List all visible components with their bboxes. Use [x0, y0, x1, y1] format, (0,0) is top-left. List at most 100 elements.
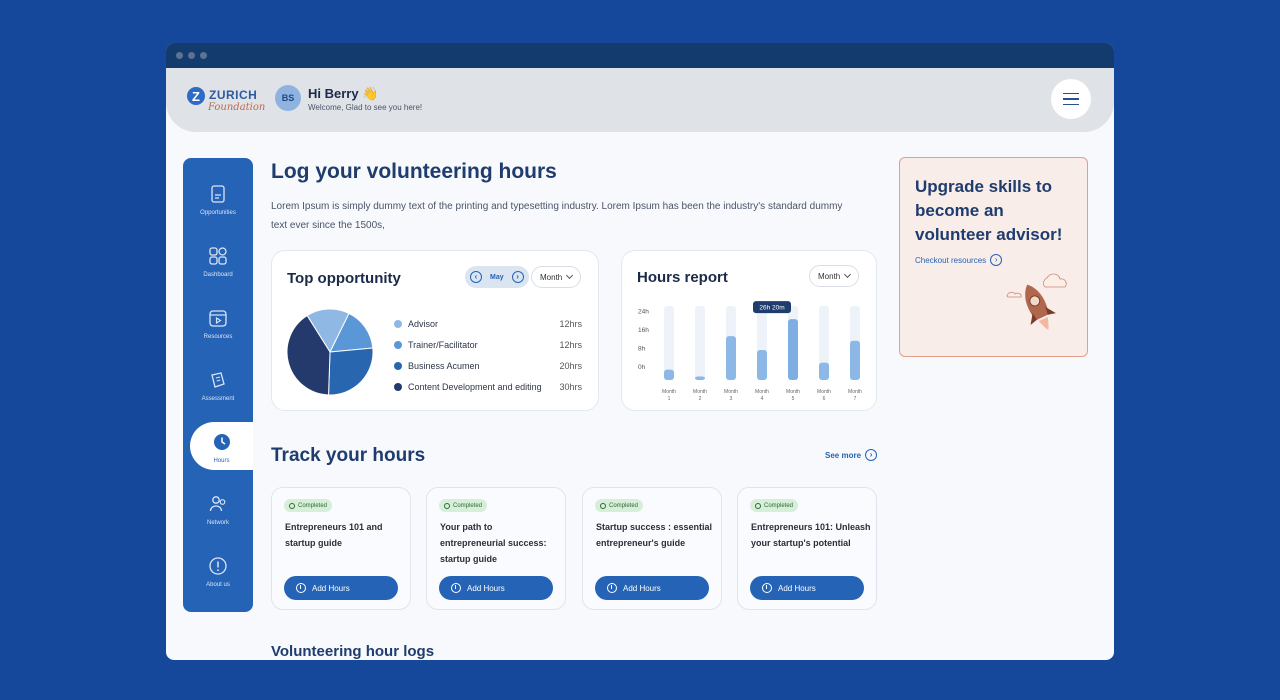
top-opportunity-card: Top opportunity ‹ May › Month Advisor 12…: [271, 250, 599, 411]
course-card[interactable]: Completed Entrepreneurs 101 and startup …: [271, 487, 411, 610]
sidebar-item-resources[interactable]: Resources: [183, 306, 253, 356]
pie-slice-business-acumen[interactable]: [328, 347, 374, 396]
sidebar-item-opportunities[interactable]: Opportunities: [183, 182, 253, 232]
top-opportunity-title: Top opportunity: [287, 270, 401, 287]
prev-month-button[interactable]: ‹: [470, 271, 482, 283]
sidebar-item-label: Assessment: [201, 396, 235, 402]
see-more-link[interactable]: See more ›: [825, 449, 878, 461]
chevron-down-icon: [844, 270, 852, 279]
legend-swatch: [394, 382, 402, 391]
course-title: Your path to entrepreneurial success: st…: [440, 522, 547, 564]
status-badge: Completed: [439, 499, 488, 512]
hours-bar-chart: 32h24h16h8h0hMonth1Month2Month3Month4Mon…: [638, 296, 862, 402]
hours-report-card: Hours report Month 32h24h16h8h0hMonth1Mo…: [621, 250, 877, 411]
grid-icon: [209, 247, 227, 265]
add-hours-button[interactable]: Add Hours: [439, 576, 553, 600]
bar[interactable]: [726, 336, 736, 380]
status-badge: Completed: [750, 499, 799, 512]
play-calendar-icon: [209, 310, 227, 327]
month-navigator: ‹ May ›: [465, 266, 529, 288]
sidebar: Opportunities Dashboard Resources Assess…: [183, 158, 253, 612]
timer-icon: [762, 583, 772, 593]
x-tick-label: 1: [668, 396, 671, 402]
check-circle-icon: [444, 502, 450, 509]
bar-track: [664, 306, 674, 380]
x-tick-label: 7: [854, 396, 857, 402]
y-tick-label: 8h: [638, 346, 646, 353]
x-tick-label: Month: [755, 389, 769, 395]
course-card[interactable]: Completed Startup success : essential en…: [582, 487, 722, 610]
x-tick-label: Month: [817, 389, 831, 395]
next-month-button[interactable]: ›: [511, 271, 524, 283]
bar[interactable]: [788, 319, 798, 380]
brand-sub: Foundation: [208, 102, 266, 113]
legend-value: 12hrs: [559, 339, 582, 350]
pie-slice-trainer-facilitator[interactable]: [329, 312, 374, 353]
status-badge-label: Completed: [453, 502, 483, 509]
y-tick-label: 16h: [638, 327, 649, 334]
course-card[interactable]: Completed Your path to entrepreneurial s…: [426, 487, 566, 610]
add-hours-label: Add Hours: [312, 583, 350, 593]
sidebar-item-about-us[interactable]: About us: [183, 554, 253, 604]
status-badge-label: Completed: [609, 502, 639, 509]
bar[interactable]: [850, 340, 860, 380]
legend-name: Advisor: [408, 318, 439, 329]
bar-track: [695, 306, 705, 380]
bar[interactable]: [757, 349, 767, 380]
x-tick-label: Month: [848, 389, 862, 395]
top-opportunity-period-select[interactable]: Month: [531, 266, 582, 288]
y-tick-label: 24h: [638, 309, 649, 316]
window-dot-close[interactable]: [176, 52, 183, 59]
window-dot-maximize[interactable]: [200, 52, 207, 59]
bar[interactable]: [695, 376, 705, 380]
x-tick-label: 5: [792, 396, 795, 402]
status-badge: Completed: [284, 499, 333, 512]
sidebar-item-assessment[interactable]: Assessment: [183, 368, 253, 418]
current-month: May: [490, 273, 504, 281]
legend-value: 20hrs: [559, 360, 582, 371]
hour-logs-title: Volunteering hour logs: [271, 643, 435, 660]
y-tick-label: 32h: [638, 296, 649, 297]
chevron-down-icon: [566, 271, 574, 280]
x-tick-label: Month: [662, 389, 676, 395]
page-description: Lorem Ipsum is simply dummy text of the …: [271, 201, 843, 231]
add-hours-button[interactable]: Add Hours: [750, 576, 864, 600]
checkout-resources-link[interactable]: Checkout resources ›: [915, 254, 1003, 266]
legend-name: Content Development and editing: [408, 381, 542, 392]
hours-report-period-select[interactable]: Month: [809, 265, 860, 287]
hamburger-icon: [1063, 92, 1079, 95]
upgrade-title: Upgrade skills to become an volunteer ad…: [915, 177, 1063, 244]
sidebar-item-label: About us: [206, 582, 230, 588]
legend-item: Advisor 12hrs: [394, 313, 582, 334]
bar[interactable]: [664, 369, 674, 380]
legend-name: Business Acumen: [408, 360, 480, 371]
legend-value: 12hrs: [559, 318, 582, 329]
pie-slice-advisor[interactable]: [306, 308, 350, 354]
greeting-subtitle: Welcome, Glad to see you here!: [308, 103, 423, 112]
legend-swatch: [394, 361, 402, 370]
sidebar-item-hours[interactable]: Hours: [190, 422, 253, 470]
hours-report-title: Hours report: [637, 269, 728, 286]
rocket-illustration: [1006, 273, 1067, 330]
avatar[interactable]: BS: [275, 85, 301, 111]
sidebar-item-network[interactable]: Network: [183, 492, 253, 542]
app-window: Z ZURICH Foundation BS Hi Berry 👋 Welcom…: [166, 43, 1114, 660]
course-card[interactable]: Completed Entrepreneurs 101: Unleash you…: [737, 487, 877, 610]
sidebar-item-label: Dashboard: [203, 272, 233, 278]
see-more-label: See more: [825, 450, 862, 460]
opportunity-legend: Advisor 12hrs Trainer/Facilitator 12hrs …: [394, 313, 582, 397]
bar-track: [819, 306, 829, 380]
status-badge: Completed: [595, 499, 644, 512]
add-hours-button[interactable]: Add Hours: [284, 576, 398, 600]
bar[interactable]: [819, 362, 829, 380]
people-icon: [209, 496, 226, 512]
hamburger-menu-button[interactable]: [1051, 79, 1091, 119]
window-dot-minimize[interactable]: [188, 52, 195, 59]
legend-item: Content Development and editing 30hrs: [394, 376, 582, 397]
pie-slice-content-development-and-editing[interactable]: [286, 314, 331, 396]
brand-logo[interactable]: Z ZURICH Foundation: [187, 85, 267, 119]
status-badge-label: Completed: [298, 502, 328, 509]
add-hours-button[interactable]: Add Hours: [595, 576, 709, 600]
sidebar-item-dashboard[interactable]: Dashboard: [183, 244, 253, 294]
info-icon: [209, 557, 227, 575]
